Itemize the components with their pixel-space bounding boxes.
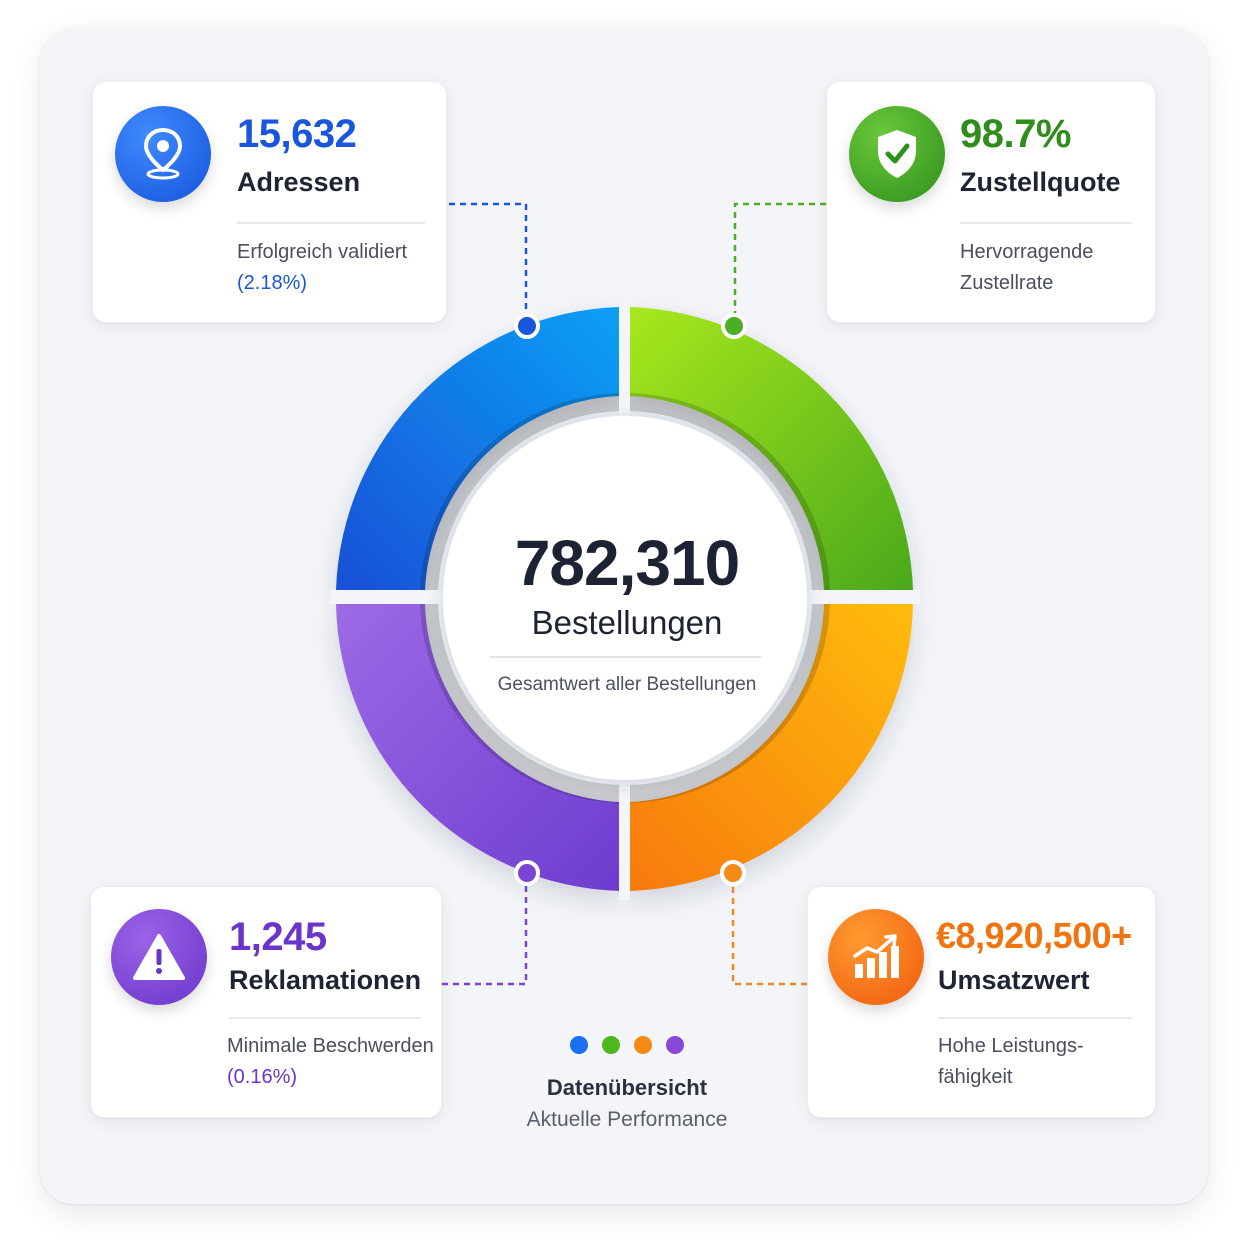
- delivery-rate-label: Zustellquote: [960, 167, 1121, 197]
- revenue-card[interactable]: €8,920,500+ Umsatzwert Hohe Leistungs- f…: [807, 886, 1156, 1118]
- connector-revenue: [731, 872, 807, 986]
- addresses-description: Erfolgreich validiert (2.18%): [237, 237, 407, 299]
- center-divider: [490, 656, 762, 658]
- revenue-value: €8,920,500+: [936, 915, 1132, 956]
- dot-addresses: [514, 313, 540, 339]
- addresses-label: Adressen: [237, 167, 361, 197]
- revenue-description-line1: Hohe Leistungs-: [938, 1035, 1084, 1057]
- legend-dot-purple: [666, 1036, 684, 1054]
- center-circle: [443, 416, 807, 780]
- segment-green: [630, 307, 913, 590]
- dot-complaints: [514, 860, 540, 886]
- addresses-card[interactable]: 15,632 Adressen Erfolgreich validiert (2…: [92, 81, 447, 323]
- addresses-value: 15,632: [237, 112, 357, 156]
- delivery-rate-description-line2: Zustellrate: [960, 272, 1054, 294]
- legend-title: Datenübersicht: [546, 1075, 708, 1100]
- location-pin-icon: [115, 106, 211, 202]
- delivery-rate-divider: [960, 222, 1132, 224]
- dot-delivery: [721, 313, 747, 339]
- complaints-value: 1,245: [229, 915, 327, 959]
- warning-icon: [111, 909, 207, 1005]
- complaints-card[interactable]: 1,245 Reklamationen Minimale Beschwerden…: [90, 886, 442, 1118]
- revenue-label: Umsatzwert: [938, 965, 1090, 995]
- delivery-rate-value: 98.7%: [960, 112, 1071, 156]
- complaints-description-text: Minimale Beschwerden: [227, 1035, 434, 1057]
- legend-dot-green: [602, 1036, 620, 1054]
- connector-complaints: [442, 872, 528, 986]
- complaints-divider: [229, 1017, 421, 1019]
- bar-chart-growth-icon: [828, 909, 924, 1005]
- dot-revenue: [720, 860, 746, 886]
- legend-dots: [0, 1036, 1254, 1059]
- connector-delivery: [733, 202, 826, 326]
- revenue-divider: [938, 1017, 1132, 1019]
- segment-purple: [336, 604, 619, 891]
- addresses-percentage: (2.18%): [237, 272, 308, 294]
- total-orders-description: Gesamtwert aller Bestellungen: [497, 674, 757, 695]
- revenue-description-line2: fähigkeit: [938, 1066, 1013, 1088]
- total-orders-label: Bestellungen: [531, 604, 723, 641]
- legend-dot-blue: [570, 1036, 588, 1054]
- shield-check-icon: [849, 106, 945, 202]
- legend-subtitle: Aktuelle Performance: [526, 1108, 728, 1131]
- delivery-rate-description-line1: Hervorragende: [960, 241, 1094, 263]
- connector-addresses: [449, 202, 528, 326]
- complaints-label: Reklamationen: [229, 965, 422, 995]
- delivery-rate-description: Hervorragende Zustellrate: [960, 237, 1093, 299]
- delivery-rate-card[interactable]: 98.7% Zustellquote Hervorragende Zustell…: [826, 81, 1156, 323]
- segment-orange: [630, 604, 913, 891]
- addresses-divider: [237, 222, 425, 224]
- segment-blue: [336, 307, 619, 590]
- complaints-percentage: (0.16%): [227, 1066, 298, 1088]
- addresses-description-text: Erfolgreich validiert: [237, 241, 408, 263]
- complaints-description: Minimale Beschwerden (0.16%): [227, 1031, 434, 1093]
- legend-dot-orange: [634, 1036, 652, 1054]
- revenue-description: Hohe Leistungs- fähigkeit: [938, 1031, 1084, 1093]
- total-orders-value: 782,310: [514, 527, 740, 599]
